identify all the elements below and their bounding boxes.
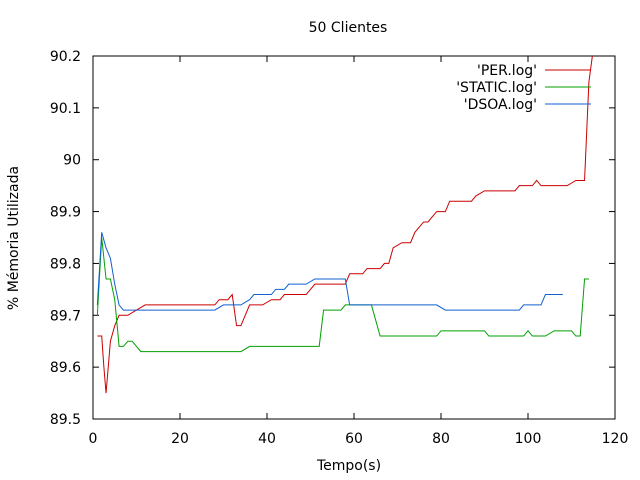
- x-tick-label: 0: [89, 431, 98, 447]
- x-tick-label: 60: [345, 431, 363, 447]
- chart-title: 50 Clientes: [309, 20, 388, 36]
- series-line-dsoa: [96, 232, 563, 311]
- y-tick-label: 90.2: [50, 49, 81, 65]
- legend-label-per: 'PER.log': [477, 63, 537, 79]
- x-tick-label: 120: [602, 431, 629, 447]
- y-tick-label: 90: [63, 153, 81, 169]
- x-tick-label: 100: [515, 431, 542, 447]
- y-axis-ticks: 89.5 89.6 89.7 89.8 89.9 90 90.1 90.2: [50, 49, 615, 428]
- y-tick-label: 89.7: [50, 308, 81, 324]
- y-tick-label: 89.8: [50, 256, 81, 272]
- y-tick-label: 89.5: [50, 412, 81, 428]
- legend-label-static: 'STATIC.log': [456, 80, 537, 96]
- legend: 'PER.log''STATIC.log''DSOA.log': [456, 63, 591, 113]
- y-tick-label: 89.9: [50, 205, 81, 221]
- x-axis-label: Tempo(s): [316, 458, 381, 474]
- legend-label-dsoa: 'DSOA.log': [464, 97, 537, 113]
- series-lines: [96, 55, 593, 394]
- y-axis-label: % Mémoria Utilizada: [6, 166, 22, 310]
- y-tick-label: 90.1: [50, 101, 81, 117]
- series-line-per: [97, 55, 593, 394]
- x-tick-label: 40: [258, 431, 276, 447]
- x-axis-ticks: 0 20 40 60 80 100 120: [89, 56, 629, 447]
- x-tick-label: 20: [171, 431, 189, 447]
- x-tick-label: 80: [432, 431, 450, 447]
- y-tick-label: 89.6: [50, 360, 81, 376]
